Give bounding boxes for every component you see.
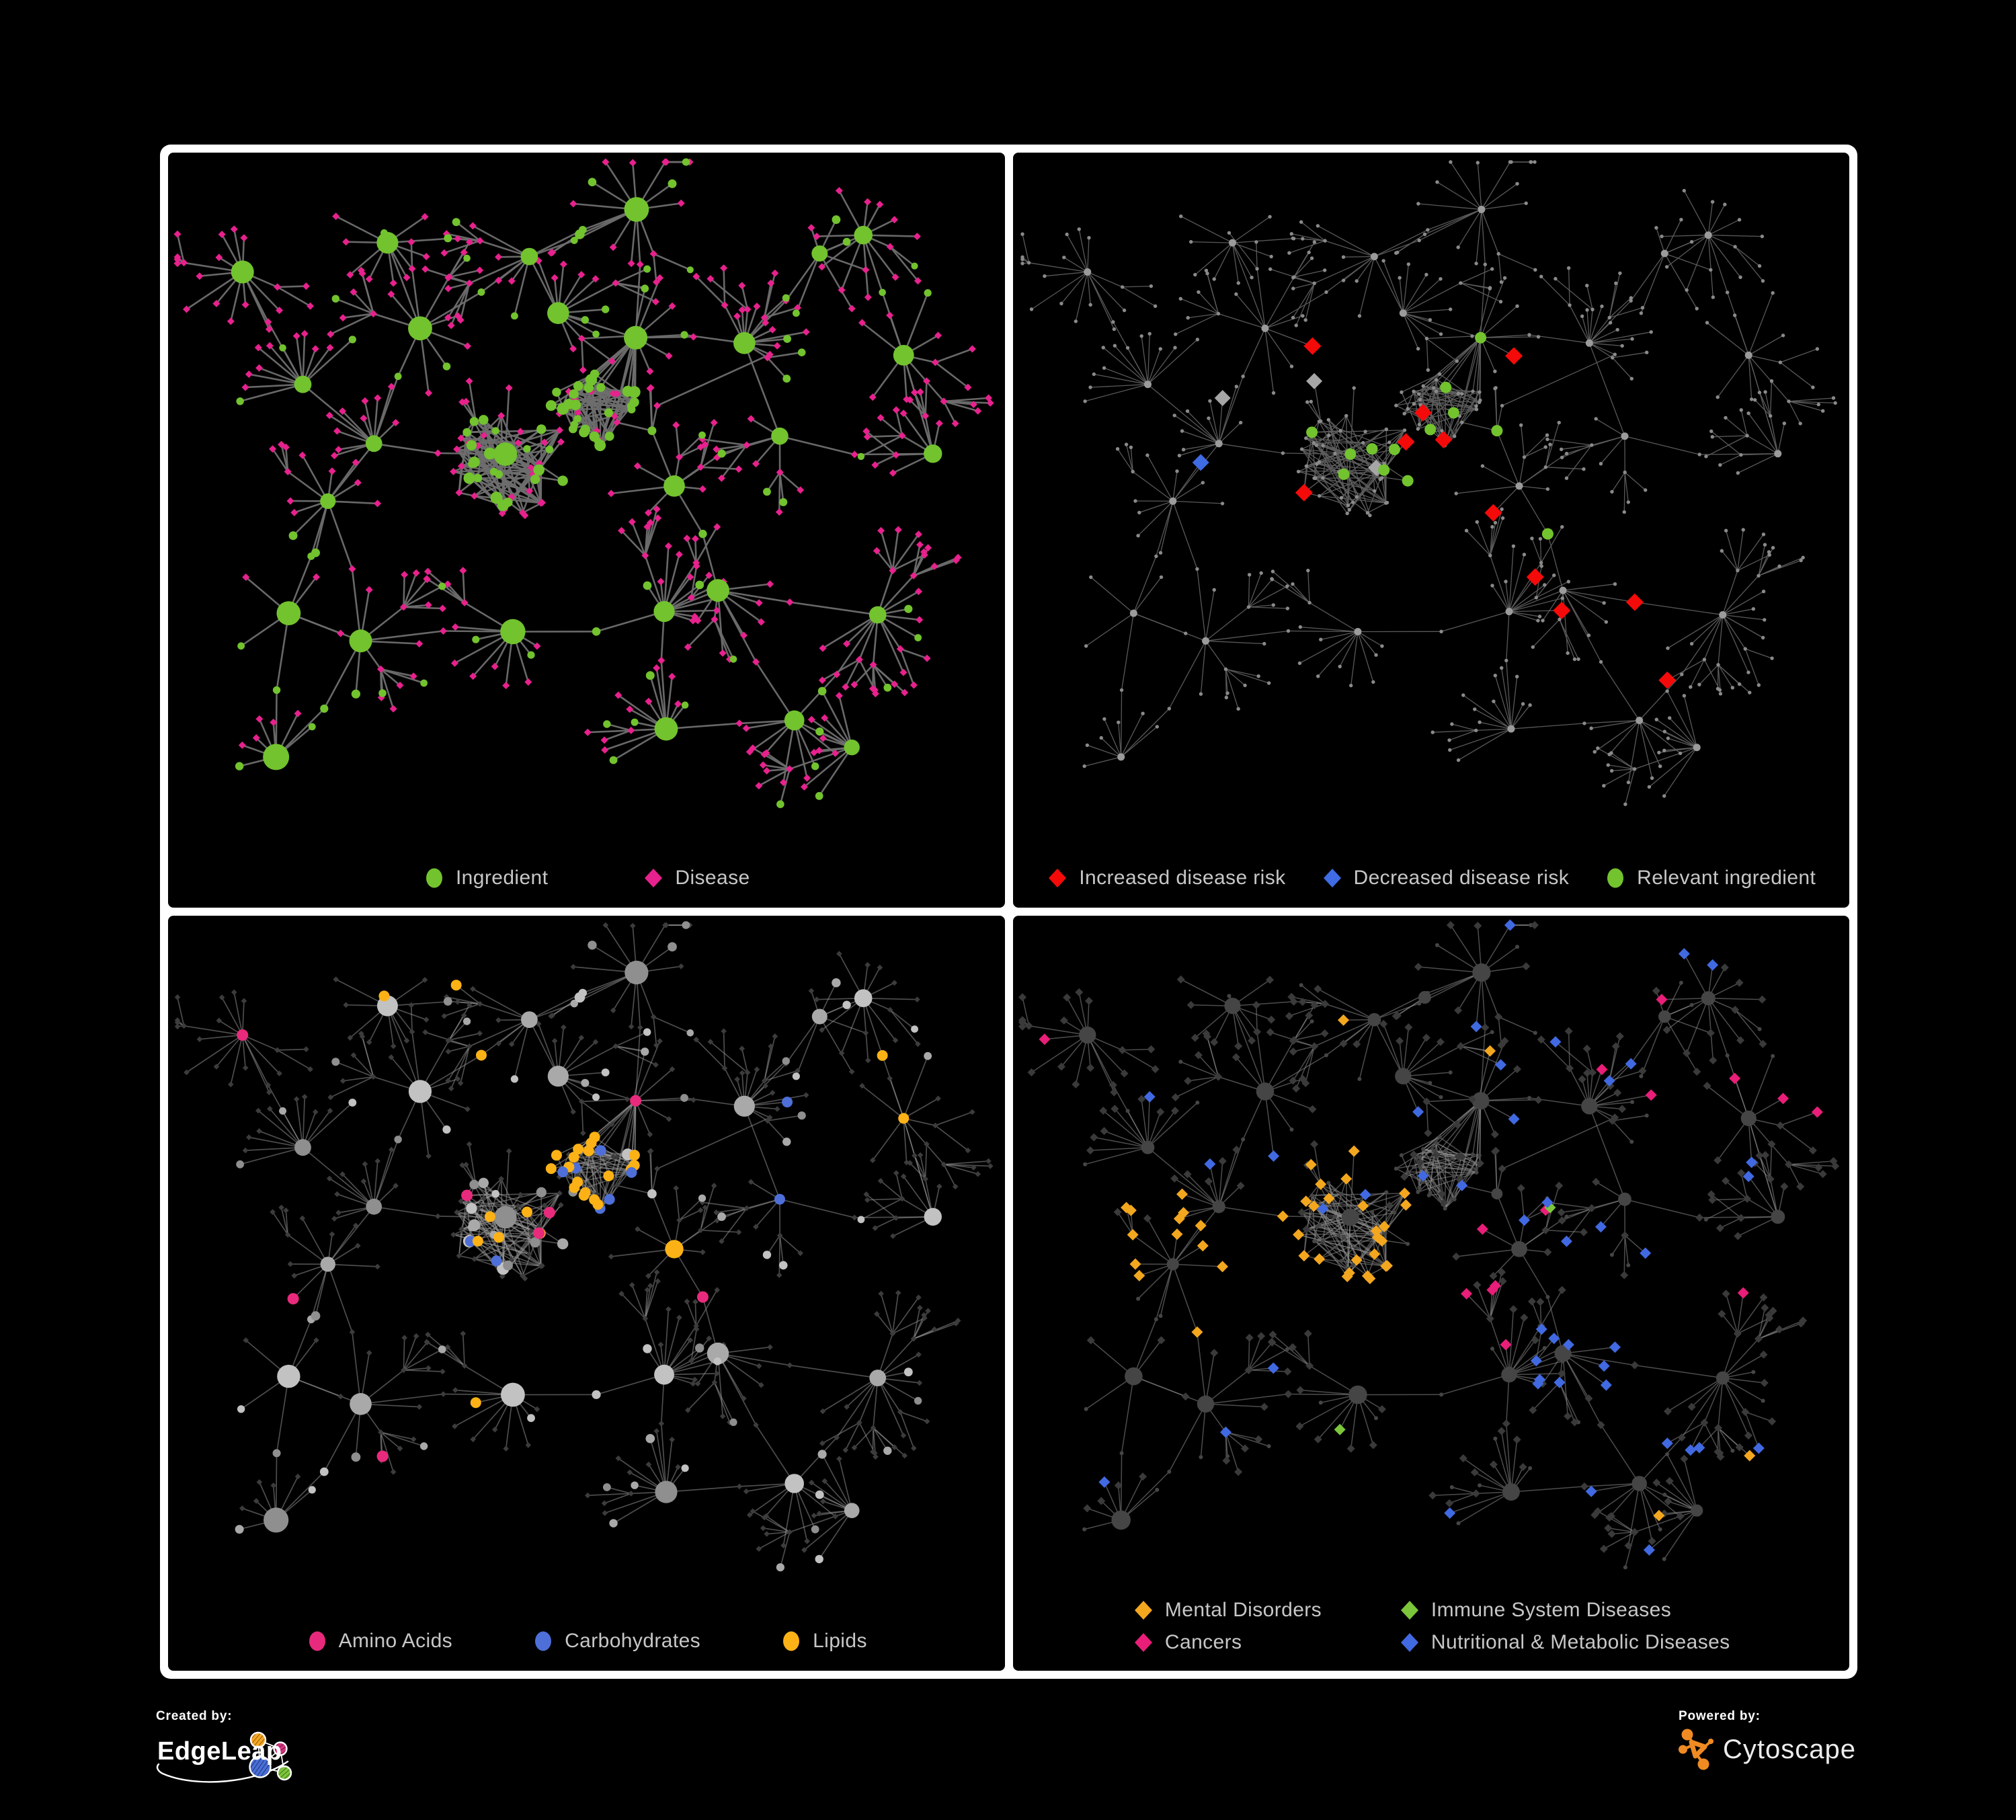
legend-disease-classes: Mental Disorders Immune System Diseases Ca… xyxy=(1013,1598,1850,1655)
legend-item-cancers: Cancers xyxy=(1132,1630,1369,1655)
legend-label: Mental Disorders xyxy=(1164,1599,1322,1621)
panel-ingredient-disease: Ingredient Disease xyxy=(168,153,1005,908)
network-canvas-ingredient-classes xyxy=(174,921,994,1572)
edgeleap-credit: Created by: xyxy=(156,1709,358,1790)
panel-disease-classes: Mental Disorders Immune System Diseases Ca… xyxy=(1012,916,1850,1671)
relevant-ingredient-marker-icon xyxy=(1607,868,1624,888)
edgeleap-mark: EdgeLeap xyxy=(156,1727,331,1788)
legend-item-ingredient: Ingredient xyxy=(423,866,548,890)
decreased-disease-risk-marker-icon xyxy=(1323,869,1341,887)
network-canvas-disease-risk xyxy=(1020,160,1837,806)
cancers-marker-icon xyxy=(1134,1633,1152,1652)
network-canvas-disease-classes xyxy=(1018,919,1839,1570)
legend-item-relevant-ingredient: Relevant ingredient xyxy=(1604,866,1816,890)
disease-marker-icon xyxy=(645,869,663,887)
powered-by-label: Powered by: xyxy=(1679,1709,1761,1723)
carbohydrates-marker-icon xyxy=(535,1631,552,1651)
cytoscape-wordmark: Cytoscape xyxy=(1723,1734,1856,1764)
legend-item-disease: Disease xyxy=(642,866,750,890)
legend-item-nutritional-metabolic-diseases: Nutritional & Metabolic Diseases xyxy=(1398,1630,1730,1655)
lipids-marker-icon xyxy=(783,1631,800,1651)
legend-label: Disease xyxy=(675,867,750,889)
legend-ingredient-disease: Ingredient Disease xyxy=(168,866,1005,890)
ingredient-marker-icon xyxy=(426,868,442,888)
legend-item-amino-acids: Amino Acids xyxy=(306,1629,452,1653)
legend-disease-risk: Increased disease risk Decreased disease … xyxy=(1013,866,1850,890)
panel-disease-risk: Increased disease risk Decreased disease … xyxy=(1012,153,1850,908)
legend-label: Carbohydrates xyxy=(565,1630,701,1652)
legend-label: Lipids xyxy=(813,1630,867,1652)
legend-item-immune-system-diseases: Immune System Diseases xyxy=(1398,1598,1730,1622)
legend-label: Relevant ingredient xyxy=(1637,867,1816,889)
legend-item-decreased-disease-risk: Decreased disease risk xyxy=(1321,866,1570,890)
increased-disease-risk-marker-icon xyxy=(1049,869,1067,887)
amino-acids-marker-icon xyxy=(309,1631,325,1651)
cytoscape-mark: Cytoscape xyxy=(1679,1728,1961,1771)
legend-label: Cancers xyxy=(1164,1631,1242,1653)
edgeleap-logo xyxy=(156,1731,292,1783)
legend-label: Decreased disease risk xyxy=(1353,867,1570,889)
legend-label: Nutritional & Metabolic Diseases xyxy=(1430,1631,1730,1653)
cytoscape-logo xyxy=(1679,1729,1713,1770)
cytoscape-credit: Powered by: Cytoscape xyxy=(1679,1709,1961,1790)
network-canvas-ingredient-disease xyxy=(173,158,994,808)
legend-item-carbohydrates: Carbohydrates xyxy=(532,1629,700,1653)
immune-system-diseases-marker-icon xyxy=(1400,1601,1418,1620)
created-by-label: Created by: xyxy=(156,1709,233,1723)
panel-grid: Ingredient Disease Increased disease risk… xyxy=(160,145,1857,1679)
legend-item-increased-disease-risk: Increased disease risk xyxy=(1046,866,1285,890)
panel-ingredient-classes: Amino Acids Carbohydrates Lipids xyxy=(168,916,1005,1671)
legend-item-mental-disorders: Mental Disorders xyxy=(1132,1598,1369,1622)
legend-label: Immune System Diseases xyxy=(1430,1599,1672,1621)
legend-label: Increased disease risk xyxy=(1079,867,1286,889)
legend-ingredient-classes: Amino Acids Carbohydrates Lipids xyxy=(168,1629,1005,1653)
mental-disorders-marker-icon xyxy=(1134,1601,1152,1620)
legend-item-lipids: Lipids xyxy=(780,1629,867,1653)
edgeleap-wordmark: EdgeLeap xyxy=(157,1737,282,1766)
legend-label: Ingredient xyxy=(455,867,549,889)
nutritional-metabolic-diseases-marker-icon xyxy=(1400,1633,1418,1652)
legend-label: Amino Acids xyxy=(338,1630,453,1652)
